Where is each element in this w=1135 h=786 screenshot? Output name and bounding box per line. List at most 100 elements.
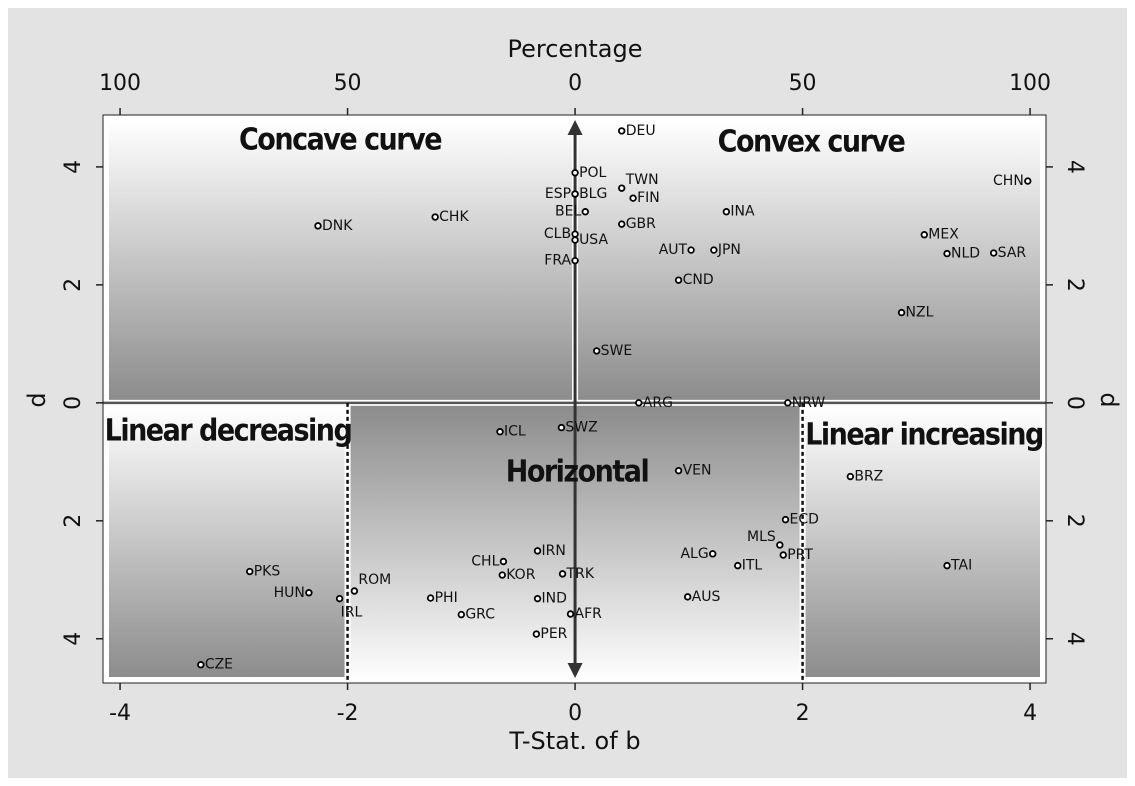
x-tick-label: 0 [568, 701, 582, 726]
point-label: MEX [928, 227, 959, 243]
point [618, 127, 626, 135]
point [498, 571, 506, 579]
point-label: USA [579, 232, 608, 248]
point [897, 308, 906, 317]
region-label: Linear decreasing [105, 414, 352, 449]
point-label: CHK [439, 209, 469, 225]
point [566, 610, 575, 618]
region-concave [109, 121, 573, 400]
point [635, 399, 643, 407]
point-label: IRN [542, 543, 566, 559]
point-label: PHI [435, 590, 458, 606]
point-label: CLB [544, 226, 571, 242]
y2-axis-title: d [1095, 392, 1123, 407]
point [674, 276, 683, 284]
point-label: BRZ [854, 469, 883, 485]
x2-tick-label: 50 [789, 71, 817, 96]
y-tick-label: 2 [61, 514, 86, 528]
point-label: CND [683, 272, 714, 288]
x-axis-title: T-Stat. of b [508, 727, 640, 755]
point-label: HUN [274, 585, 305, 601]
point-label: BLG [579, 186, 607, 202]
point-label: GBR [626, 216, 656, 232]
point [533, 547, 542, 555]
point [779, 551, 787, 559]
region-convex [578, 121, 1040, 400]
y-tick-label: 4 [61, 160, 86, 174]
x2-tick-label: 100 [1009, 71, 1051, 96]
point [532, 630, 541, 638]
point [674, 466, 683, 475]
point-label: AUS [692, 589, 721, 605]
point [581, 208, 590, 216]
point-label: PKS [254, 564, 281, 580]
point-label: JPN [717, 242, 741, 258]
point [781, 515, 790, 524]
point [943, 249, 951, 258]
point [571, 236, 579, 244]
point [710, 246, 718, 254]
y-tick-label: 2 [61, 278, 86, 292]
point [431, 213, 439, 221]
point-label: GRC [465, 607, 495, 623]
x2-tick-label: 100 [99, 71, 141, 96]
point-label: FIN [637, 190, 660, 206]
point-label: KOR [506, 567, 535, 583]
point-label: DNK [322, 218, 353, 234]
point [335, 594, 344, 603]
y2-tick-label: 2 [1062, 514, 1087, 528]
point-label: CZE [205, 657, 233, 673]
point-label: NLD [951, 246, 980, 262]
point [989, 249, 998, 257]
point-label: ARG [643, 395, 673, 411]
y2-tick-label: 4 [1062, 632, 1087, 646]
point [305, 589, 313, 597]
point-label: ECD [790, 512, 819, 528]
point [533, 594, 542, 603]
point [246, 567, 254, 576]
point-label: INA [730, 204, 755, 220]
region-label: Convex curve [718, 125, 905, 160]
point [1024, 177, 1032, 185]
point [350, 587, 359, 595]
point [618, 184, 626, 192]
y2-tick-label: 2 [1062, 278, 1087, 292]
point-label: DEU [626, 123, 656, 139]
x2-axis-title: Percentage [507, 35, 642, 63]
point [558, 570, 567, 578]
point-label: SAR [998, 245, 1027, 261]
point [496, 428, 504, 436]
point-label: NRW [792, 395, 826, 411]
point-label: NZL [906, 305, 934, 321]
point [629, 194, 637, 202]
point-label: ALG [680, 546, 708, 562]
point-label: PRT [787, 547, 813, 563]
point-label: POL [579, 165, 606, 181]
point [426, 594, 435, 602]
point [846, 472, 855, 481]
point [571, 256, 579, 265]
point-label: IND [542, 591, 567, 607]
x-tick-label: -2 [337, 701, 359, 726]
y2-tick-label: 4 [1062, 160, 1087, 174]
point-label: ROM [358, 572, 391, 588]
y-tick-label: 0 [61, 396, 86, 410]
point [197, 661, 205, 669]
x-tick-label: -4 [109, 701, 131, 726]
point [683, 593, 692, 601]
region-linear-decreasing [109, 405, 345, 677]
y-axis-title: d [23, 392, 51, 407]
point [557, 423, 566, 432]
point [571, 190, 579, 198]
point-label: PER [540, 626, 567, 642]
point [784, 399, 792, 407]
point [499, 557, 508, 566]
point [314, 222, 322, 230]
point [722, 208, 731, 216]
x-tick-label: 2 [796, 701, 810, 726]
x2-tick-label: 0 [568, 71, 582, 96]
point [687, 246, 695, 254]
point-label: ESP [545, 186, 571, 202]
region-label: Horizontal [506, 455, 649, 490]
